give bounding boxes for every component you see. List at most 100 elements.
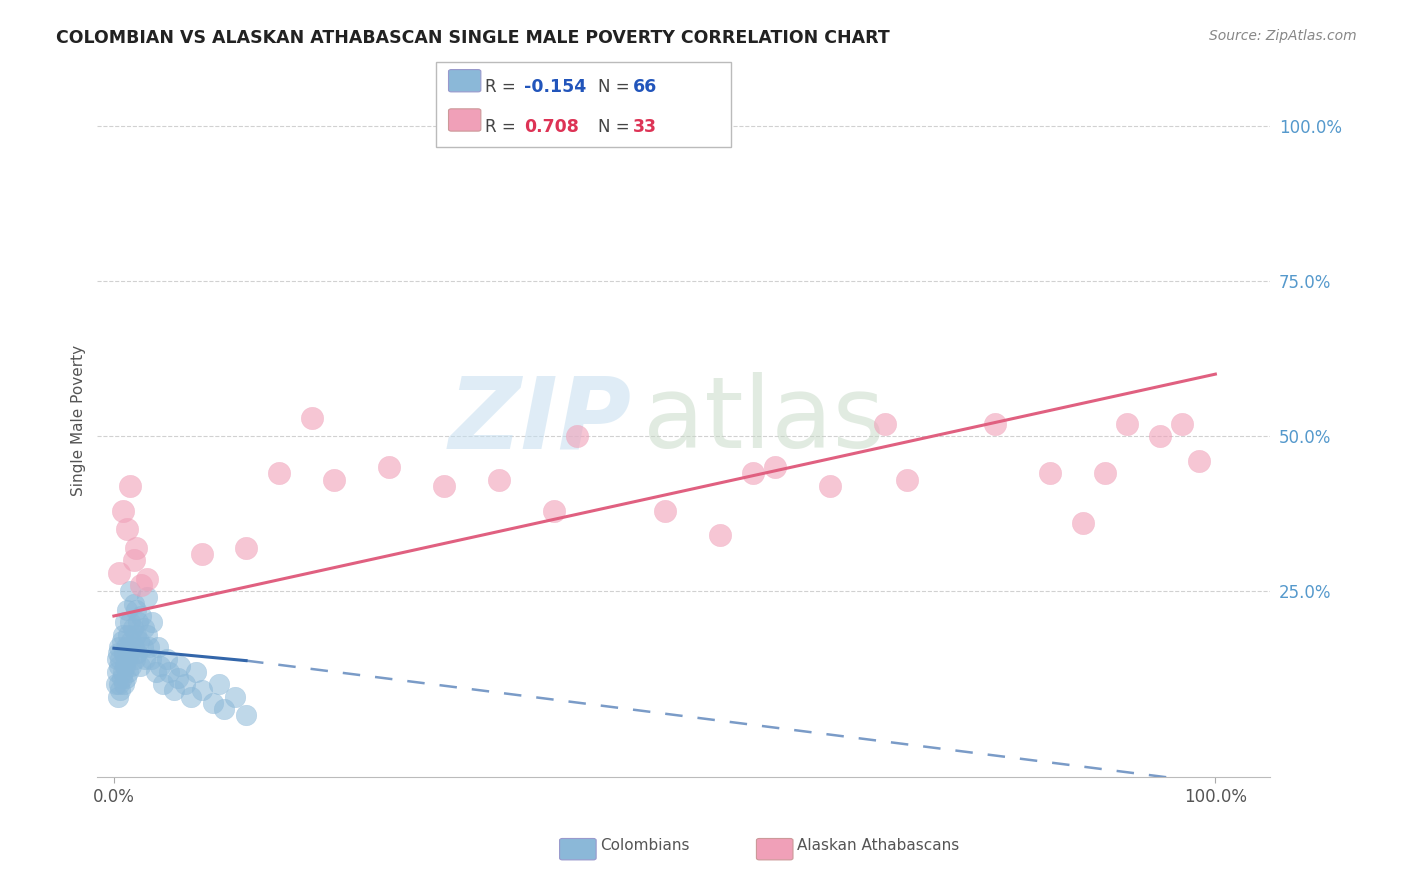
Point — [301, 410, 323, 425]
Text: R =: R = — [485, 118, 516, 136]
Point — [1094, 467, 1116, 481]
Point — [654, 503, 676, 517]
Point — [122, 597, 145, 611]
Point — [115, 671, 138, 685]
Text: atlas: atlas — [643, 372, 884, 469]
Point — [1071, 516, 1094, 530]
Point — [107, 646, 129, 660]
Text: 66: 66 — [633, 78, 657, 96]
Point — [1039, 467, 1062, 481]
Point — [235, 708, 257, 723]
Point — [111, 627, 134, 641]
Point — [115, 652, 138, 666]
Point — [818, 479, 841, 493]
Point — [433, 479, 456, 493]
Point — [1188, 454, 1211, 468]
Point — [1116, 417, 1139, 431]
Point — [186, 665, 208, 679]
Point — [135, 627, 157, 641]
Text: 0.708: 0.708 — [524, 118, 579, 136]
Point — [120, 479, 142, 493]
Point — [180, 690, 202, 704]
Point — [114, 615, 136, 630]
Point — [115, 640, 138, 654]
Text: N =: N = — [598, 118, 628, 136]
Text: Alaskan Athabascans: Alaskan Athabascans — [797, 838, 959, 853]
Point — [111, 665, 134, 679]
Point — [152, 677, 174, 691]
Text: Source: ZipAtlas.com: Source: ZipAtlas.com — [1209, 29, 1357, 43]
Point — [378, 460, 401, 475]
Point — [163, 683, 186, 698]
Point — [129, 658, 152, 673]
Point — [132, 621, 155, 635]
Point — [984, 417, 1007, 431]
Point — [741, 467, 763, 481]
Point — [207, 677, 229, 691]
Point — [896, 473, 918, 487]
Point — [191, 683, 214, 698]
Text: N =: N = — [598, 78, 628, 96]
Point — [212, 702, 235, 716]
Point — [141, 652, 163, 666]
Point — [135, 572, 157, 586]
Point — [235, 541, 257, 555]
Point — [122, 640, 145, 654]
Point — [131, 640, 153, 654]
Point — [873, 417, 896, 431]
Point — [120, 584, 142, 599]
Point — [111, 503, 134, 517]
Point — [107, 690, 129, 704]
Point — [138, 640, 160, 654]
Text: 33: 33 — [633, 118, 657, 136]
Point — [157, 665, 180, 679]
Point — [118, 646, 141, 660]
Point — [134, 652, 156, 666]
Point — [121, 621, 143, 635]
Point — [709, 528, 731, 542]
Point — [149, 658, 172, 673]
Point — [114, 658, 136, 673]
Y-axis label: Single Male Poverty: Single Male Poverty — [72, 345, 86, 496]
Text: Colombians: Colombians — [600, 838, 690, 853]
Point — [127, 615, 149, 630]
Point — [128, 633, 150, 648]
Point — [156, 652, 179, 666]
Point — [105, 665, 128, 679]
Point — [108, 658, 131, 673]
Point — [269, 467, 291, 481]
Point — [108, 640, 131, 654]
Point — [120, 615, 142, 630]
Text: -0.154: -0.154 — [524, 78, 586, 96]
Text: R =: R = — [485, 78, 516, 96]
Point — [121, 633, 143, 648]
Point — [488, 473, 510, 487]
Point — [1171, 417, 1194, 431]
Point — [224, 690, 246, 704]
Point — [202, 696, 225, 710]
Point — [115, 522, 138, 536]
Point — [122, 553, 145, 567]
Text: ZIP: ZIP — [449, 372, 631, 469]
Point — [115, 603, 138, 617]
Point — [146, 640, 169, 654]
Point — [108, 566, 131, 580]
Point — [117, 665, 139, 679]
Point — [131, 609, 153, 624]
Point — [131, 578, 153, 592]
Point — [323, 473, 346, 487]
Point — [125, 541, 148, 555]
Point — [125, 603, 148, 617]
Point — [125, 646, 148, 660]
Point — [763, 460, 786, 475]
Point — [543, 503, 565, 517]
Point — [1149, 429, 1171, 443]
Point — [105, 677, 128, 691]
Point — [110, 683, 132, 698]
Point — [112, 677, 135, 691]
Point — [125, 627, 148, 641]
Point — [105, 652, 128, 666]
Point — [108, 677, 131, 691]
Point — [166, 671, 188, 685]
Point — [174, 677, 197, 691]
